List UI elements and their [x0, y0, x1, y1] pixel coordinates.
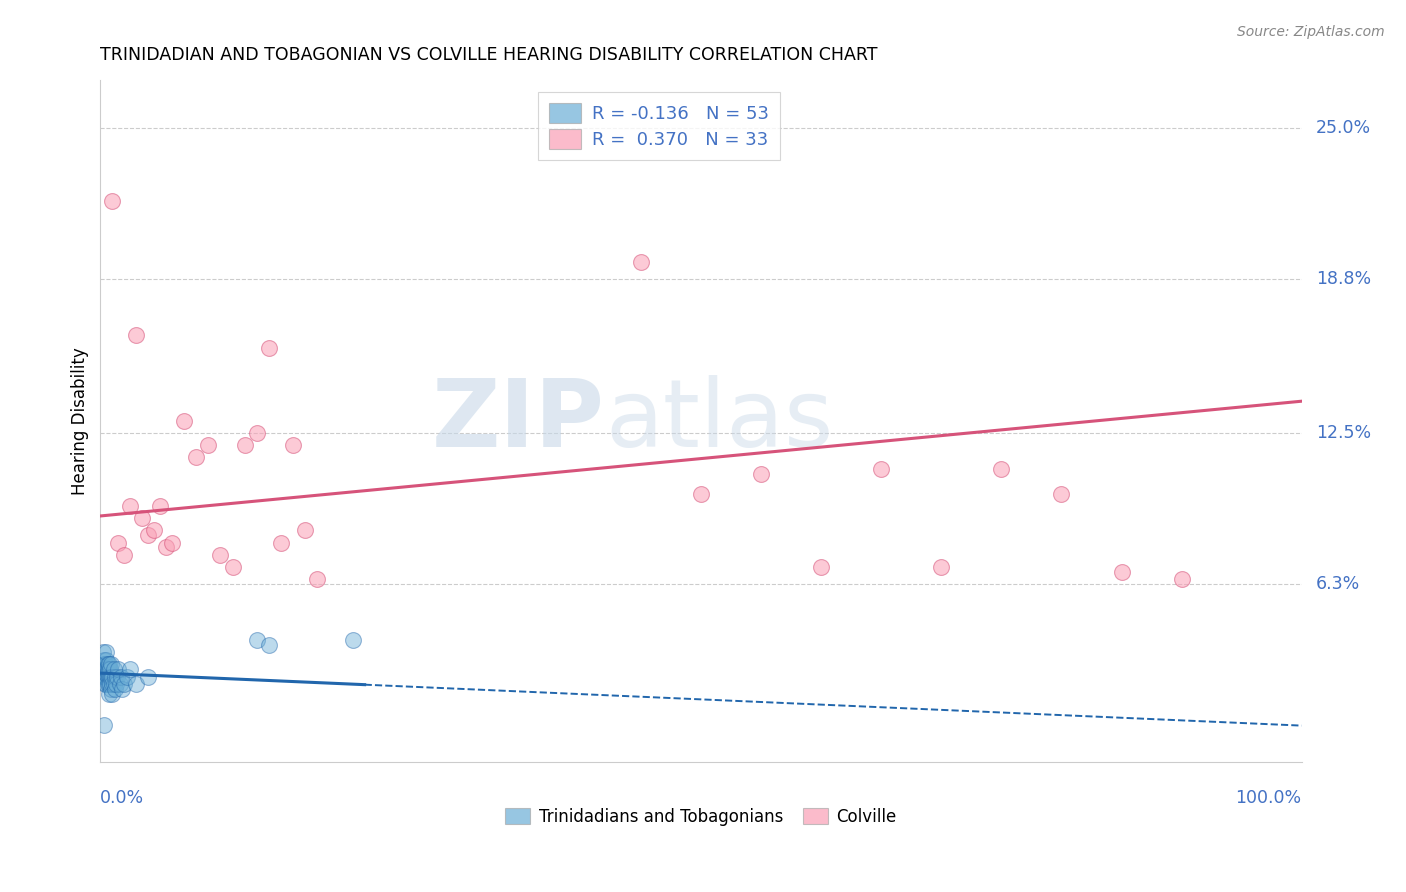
Point — [101, 677, 124, 691]
Point — [93, 662, 115, 676]
Point — [100, 657, 122, 672]
Point — [104, 681, 127, 696]
Text: Source: ZipAtlas.com: Source: ZipAtlas.com — [1237, 25, 1385, 39]
Point — [870, 462, 893, 476]
Point — [104, 677, 127, 691]
Point — [257, 638, 280, 652]
Point — [186, 450, 208, 465]
Point — [97, 662, 120, 676]
Point — [120, 499, 142, 513]
Point — [173, 414, 195, 428]
Point — [91, 645, 114, 659]
Point — [97, 677, 120, 691]
Point — [94, 662, 117, 676]
Text: 18.8%: 18.8% — [1316, 270, 1371, 288]
Text: 100.0%: 100.0% — [1236, 789, 1302, 807]
Point — [93, 669, 115, 683]
Point — [98, 669, 121, 683]
Point — [1050, 487, 1073, 501]
Point — [96, 677, 118, 691]
Point — [125, 677, 148, 691]
Point — [112, 677, 135, 691]
Point — [101, 194, 124, 209]
Point — [101, 687, 124, 701]
Point — [97, 677, 120, 691]
Point — [245, 633, 267, 648]
Point — [305, 572, 328, 586]
Point — [97, 687, 120, 701]
Point — [143, 524, 166, 538]
Point — [197, 438, 219, 452]
Text: atlas: atlas — [605, 375, 834, 467]
Text: 12.5%: 12.5% — [1316, 424, 1371, 442]
Point — [1170, 572, 1192, 586]
Point — [104, 669, 127, 683]
Point — [990, 462, 1012, 476]
Point — [101, 669, 124, 683]
Point — [270, 535, 292, 549]
Point — [294, 524, 316, 538]
Point — [107, 535, 129, 549]
Point — [112, 548, 135, 562]
Point — [96, 662, 118, 676]
Point — [1111, 565, 1133, 579]
Point — [125, 328, 148, 343]
Point — [93, 718, 115, 732]
Point — [810, 560, 832, 574]
Point — [138, 528, 160, 542]
Text: 25.0%: 25.0% — [1316, 120, 1371, 137]
Point — [97, 657, 120, 672]
Text: 0.0%: 0.0% — [100, 789, 145, 807]
Point — [97, 662, 120, 676]
Point — [103, 677, 125, 691]
Point — [342, 633, 364, 648]
Point — [93, 657, 115, 672]
Point — [98, 677, 121, 691]
Point — [749, 467, 772, 482]
Point — [221, 560, 243, 574]
Point — [155, 541, 177, 555]
Point — [94, 657, 117, 672]
Point — [100, 681, 122, 696]
Point — [94, 677, 117, 691]
Point — [107, 662, 129, 676]
Point — [111, 681, 134, 696]
Point — [630, 255, 652, 269]
Point — [103, 662, 125, 676]
Point — [120, 662, 142, 676]
Point — [96, 652, 118, 666]
Y-axis label: Hearing Disability: Hearing Disability — [72, 347, 89, 495]
Point — [93, 652, 115, 666]
Point — [108, 677, 131, 691]
Text: ZIP: ZIP — [432, 375, 605, 467]
Point — [97, 665, 120, 679]
Point — [929, 560, 952, 574]
Point — [138, 669, 160, 683]
Point — [131, 511, 153, 525]
Point — [97, 657, 120, 672]
Point — [97, 669, 120, 683]
Legend: Trinidadians and Tobagonians, Colville: Trinidadians and Tobagonians, Colville — [499, 801, 903, 832]
Point — [100, 669, 122, 683]
Text: TRINIDADIAN AND TOBAGONIAN VS COLVILLE HEARING DISABILITY CORRELATION CHART: TRINIDADIAN AND TOBAGONIAN VS COLVILLE H… — [100, 46, 877, 64]
Point — [96, 669, 118, 683]
Point — [257, 341, 280, 355]
Point — [98, 662, 121, 676]
Point — [115, 669, 138, 683]
Point — [96, 645, 118, 659]
Point — [96, 657, 118, 672]
Point — [233, 438, 256, 452]
Point — [281, 438, 304, 452]
Point — [162, 535, 184, 549]
Point — [690, 487, 713, 501]
Text: 6.3%: 6.3% — [1316, 575, 1361, 593]
Point — [149, 499, 172, 513]
Point — [94, 669, 117, 683]
Point — [209, 548, 232, 562]
Point — [245, 425, 267, 440]
Point — [97, 669, 120, 683]
Point — [110, 669, 132, 683]
Point — [105, 669, 128, 683]
